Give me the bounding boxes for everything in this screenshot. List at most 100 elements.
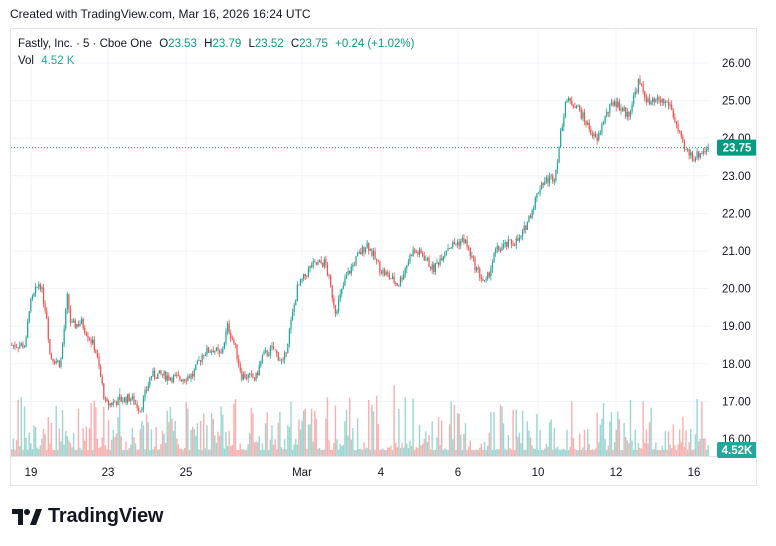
candle-body (144, 390, 146, 398)
volume-bar (542, 449, 544, 456)
volume-bar (415, 447, 418, 456)
candle-body (387, 272, 389, 274)
volume-bar (101, 437, 103, 456)
volume-bar (302, 410, 305, 456)
candle-body (169, 378, 172, 380)
candle-body (623, 107, 625, 112)
candle-body (377, 260, 379, 262)
candle-body (34, 286, 37, 294)
candle-body (73, 320, 75, 323)
candle-body (656, 97, 659, 100)
volume-bar (353, 449, 356, 456)
candle-body (99, 366, 102, 377)
candlestick-chart[interactable]: 26.0025.0024.0023.0022.0021.0020.0019.00… (11, 29, 756, 485)
volume-bar (220, 406, 222, 456)
candle-body (272, 346, 275, 350)
candle-body (675, 122, 678, 125)
candle-body (583, 112, 586, 122)
volume-bar (577, 449, 579, 456)
candle-body (98, 357, 100, 367)
candle-body (242, 373, 245, 380)
candle-body (117, 397, 119, 406)
candle-body (560, 130, 562, 147)
candle-body (663, 99, 665, 104)
candle-body (587, 122, 589, 125)
volume-bar (707, 445, 709, 456)
volume-bar (25, 437, 27, 456)
volume-bar (552, 449, 554, 456)
candle-body (617, 101, 619, 108)
volume-bar (169, 406, 172, 456)
volume-bar (534, 448, 537, 456)
time-tick-label: 4 (378, 467, 385, 479)
volume-bar (629, 399, 632, 456)
candle-body (269, 347, 272, 356)
candle-body (639, 79, 641, 84)
candle-body (31, 296, 34, 300)
volume-bar (547, 446, 549, 456)
candle-body (545, 177, 548, 182)
candle-body (15, 347, 18, 348)
volume-bar (277, 422, 280, 456)
candle-body (482, 278, 484, 281)
volume-bar (604, 439, 606, 456)
candle-body (245, 378, 248, 380)
volume-bar (615, 429, 617, 456)
volume-bar (644, 442, 646, 456)
chart-frame[interactable]: 26.00 25.00 24.00 23.00 22.00 21.00 20.00 19.00… (10, 28, 757, 486)
candle-body (418, 249, 421, 255)
volume-bar (517, 436, 519, 456)
candle-body (602, 122, 605, 124)
candle-body (579, 105, 581, 111)
volume-bar (34, 427, 37, 456)
volume-bar (176, 438, 178, 456)
volume-bar (401, 442, 403, 456)
tradingview-logo[interactable]: TradingView (12, 505, 163, 528)
candle-body (686, 149, 689, 151)
candle-body (653, 98, 655, 102)
volume-bar (195, 435, 197, 456)
volume-bar (84, 440, 86, 456)
candle-body (463, 238, 465, 244)
volume-bar (42, 428, 45, 456)
volume-bar (683, 446, 686, 456)
volume-bar (491, 449, 494, 456)
candle-body (423, 255, 425, 261)
candle-body (466, 239, 468, 247)
candle-body (552, 175, 554, 182)
candle-body (122, 401, 124, 403)
candle-body (14, 344, 16, 348)
volume-bar (158, 449, 161, 456)
volume-bar (49, 443, 51, 456)
candle-body (44, 303, 46, 311)
volume-bar (74, 449, 76, 456)
candle-body (429, 266, 432, 270)
candle-body (604, 115, 606, 123)
volume-bar (312, 441, 314, 456)
volume-bar (469, 440, 471, 456)
candle-body (571, 100, 573, 106)
volume-bar (506, 449, 508, 456)
volume-bar (229, 446, 232, 456)
volume-bar (537, 449, 540, 456)
candle-body (493, 253, 495, 263)
volume-bar (325, 418, 327, 456)
volume-bar (655, 442, 657, 456)
volume-bar (510, 449, 513, 456)
volume-bar (166, 410, 168, 456)
volume-bar (323, 449, 326, 456)
candle-body (177, 375, 179, 377)
candle-body (659, 100, 662, 103)
candle-body (364, 248, 367, 253)
candle-body (19, 345, 21, 349)
volume-bar (137, 449, 140, 456)
candle-body (448, 248, 451, 250)
candle-body (701, 153, 703, 155)
volume-bar (114, 436, 116, 456)
volume-bar (147, 422, 149, 456)
volume-bar (650, 407, 652, 456)
candle-body (699, 153, 701, 158)
volume-bar (122, 449, 124, 456)
volume-bar (315, 418, 318, 456)
candle-body (47, 318, 49, 340)
